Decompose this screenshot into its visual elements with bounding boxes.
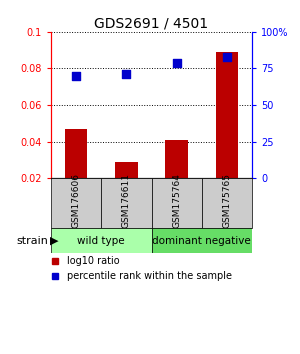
Text: GSM176611: GSM176611 <box>122 173 131 228</box>
Point <box>124 72 129 77</box>
Bar <box>216 52 238 178</box>
Bar <box>51 228 152 253</box>
Text: ▶: ▶ <box>50 236 58 246</box>
Point <box>224 54 229 59</box>
Bar <box>152 228 252 253</box>
Bar <box>101 178 152 228</box>
Text: log10 ratio: log10 ratio <box>67 256 120 266</box>
Text: GSM175764: GSM175764 <box>172 173 181 228</box>
Text: dominant negative: dominant negative <box>152 236 251 246</box>
Bar <box>202 178 252 228</box>
Text: wild type: wild type <box>77 236 125 246</box>
Text: strain: strain <box>16 236 49 246</box>
Title: GDS2691 / 4501: GDS2691 / 4501 <box>94 17 208 31</box>
Bar <box>115 162 138 178</box>
Point <box>174 60 179 65</box>
Bar <box>51 178 101 228</box>
Point <box>74 73 79 79</box>
Text: percentile rank within the sample: percentile rank within the sample <box>67 271 232 281</box>
Bar <box>152 178 202 228</box>
Text: GSM175765: GSM175765 <box>222 173 231 228</box>
Bar <box>165 140 188 178</box>
Bar <box>65 129 87 178</box>
Text: GSM176606: GSM176606 <box>72 173 81 228</box>
